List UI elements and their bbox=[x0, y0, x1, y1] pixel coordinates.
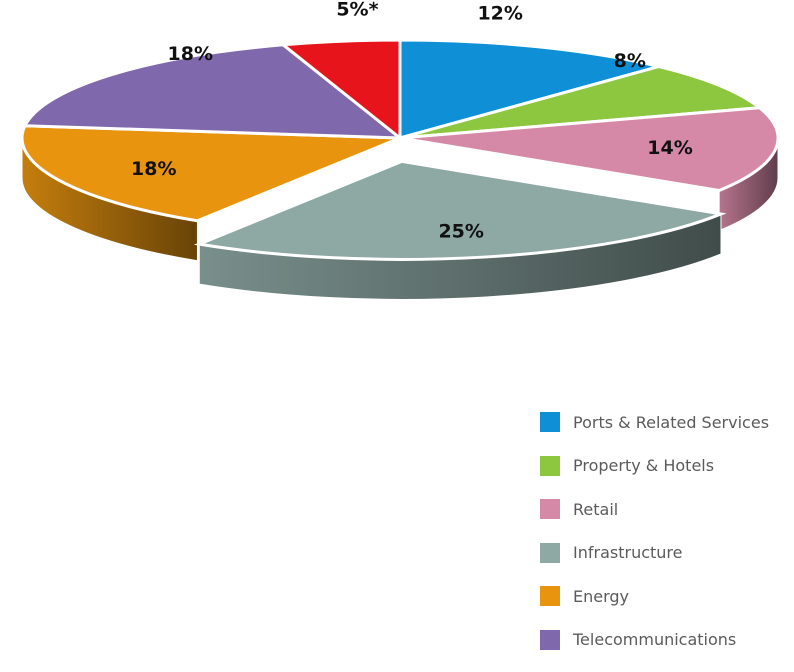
legend-item-ports: Ports & Related Services bbox=[540, 411, 769, 433]
legend-swatch bbox=[540, 586, 560, 606]
pie-slice-other bbox=[279, 38, 402, 142]
slice-data-label: 8% bbox=[614, 50, 646, 72]
legend-label: Retail bbox=[573, 499, 619, 519]
legend-swatch bbox=[540, 542, 560, 563]
legend-item-telecommunications: Telecommunications bbox=[540, 629, 769, 651]
pie-slice-property-hotels bbox=[399, 65, 764, 140]
slice-data-label: 18% bbox=[131, 158, 176, 180]
legend-swatch bbox=[540, 499, 560, 519]
legend-swatch bbox=[540, 629, 560, 650]
slice-data-label: 25% bbox=[438, 220, 483, 242]
pie-slice-retail bbox=[399, 106, 780, 193]
legend-label: Energy bbox=[573, 586, 630, 606]
pie-labels: 12% 8% 14% 25% 18% 18% 5%* bbox=[131, 0, 693, 242]
slice-data-label: 12% bbox=[477, 2, 522, 24]
chart-container: 12% 8% 14% 25% 18% 18% 5%* Ports & Related Ser… bbox=[20, 0, 780, 650]
pie-tops bbox=[20, 38, 780, 261]
legend-label: Infrastructure bbox=[573, 543, 683, 562]
legend-item-property: Property & Hotels bbox=[540, 455, 769, 477]
slice-data-label: 18% bbox=[168, 43, 213, 65]
pie-slice-energy bbox=[20, 124, 401, 223]
legend-item-energy: Energy bbox=[540, 585, 769, 607]
legend-swatch bbox=[540, 412, 560, 432]
legend-item-retail: Retail bbox=[540, 498, 769, 520]
pie-slice-telecommunications bbox=[22, 43, 405, 140]
pie-slice-ports-related-services bbox=[398, 38, 665, 140]
slice-data-label: 14% bbox=[647, 137, 692, 159]
legend-item-infrastructure: Infrastructure bbox=[540, 542, 769, 564]
legend-swatch bbox=[540, 455, 560, 476]
pie-chart: 12% 8% 14% 25% 18% 18% 5%* bbox=[20, 0, 780, 300]
pie-slice-infrastructure bbox=[193, 159, 727, 261]
slice-data-label: 5%* bbox=[336, 0, 378, 20]
legend: Ports & Related Services Property & Hote… bbox=[540, 411, 769, 672]
legend-label: Telecommunications bbox=[573, 630, 737, 649]
legend-label: Property & Hotels bbox=[573, 456, 715, 475]
legend-label: Ports & Related Services bbox=[573, 412, 770, 432]
